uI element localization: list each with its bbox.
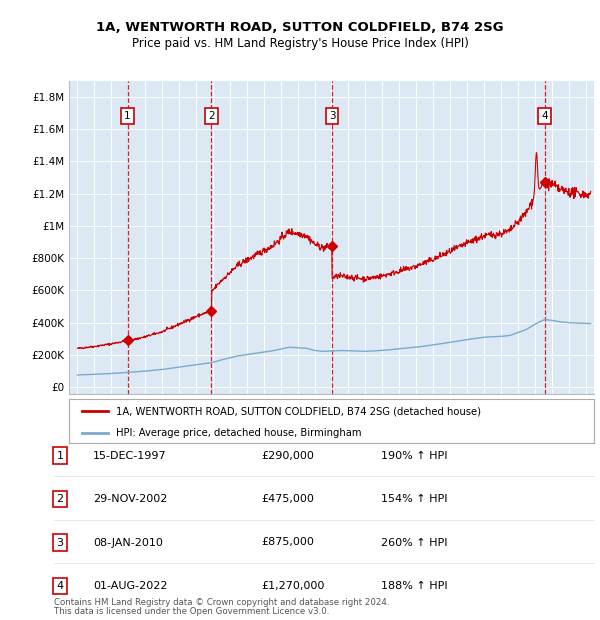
Text: £875,000: £875,000 [261, 538, 314, 547]
Text: 01-AUG-2022: 01-AUG-2022 [93, 581, 167, 591]
Text: 1: 1 [56, 451, 64, 461]
Text: Price paid vs. HM Land Registry's House Price Index (HPI): Price paid vs. HM Land Registry's House … [131, 37, 469, 50]
Text: 4: 4 [541, 111, 548, 121]
Text: 2: 2 [208, 111, 215, 121]
Text: 3: 3 [329, 111, 335, 121]
Text: 190% ↑ HPI: 190% ↑ HPI [381, 451, 448, 461]
Text: 154% ↑ HPI: 154% ↑ HPI [381, 494, 448, 504]
Text: 260% ↑ HPI: 260% ↑ HPI [381, 538, 448, 547]
Text: 4: 4 [56, 581, 64, 591]
Text: 1: 1 [124, 111, 131, 121]
Text: Contains HM Land Registry data © Crown copyright and database right 2024.: Contains HM Land Registry data © Crown c… [54, 598, 389, 607]
Text: 2: 2 [56, 494, 64, 504]
Text: 29-NOV-2002: 29-NOV-2002 [93, 494, 167, 504]
Text: 188% ↑ HPI: 188% ↑ HPI [381, 581, 448, 591]
Text: £1,270,000: £1,270,000 [261, 581, 325, 591]
Text: 08-JAN-2010: 08-JAN-2010 [93, 538, 163, 547]
Text: 1A, WENTWORTH ROAD, SUTTON COLDFIELD, B74 2SG: 1A, WENTWORTH ROAD, SUTTON COLDFIELD, B7… [96, 22, 504, 34]
Text: HPI: Average price, detached house, Birmingham: HPI: Average price, detached house, Birm… [116, 428, 362, 438]
Text: This data is licensed under the Open Government Licence v3.0.: This data is licensed under the Open Gov… [54, 608, 329, 616]
Text: 3: 3 [56, 538, 64, 547]
Text: 15-DEC-1997: 15-DEC-1997 [93, 451, 167, 461]
Text: £475,000: £475,000 [261, 494, 314, 504]
Text: £290,000: £290,000 [261, 451, 314, 461]
Text: 1A, WENTWORTH ROAD, SUTTON COLDFIELD, B74 2SG (detached house): 1A, WENTWORTH ROAD, SUTTON COLDFIELD, B7… [116, 406, 481, 416]
